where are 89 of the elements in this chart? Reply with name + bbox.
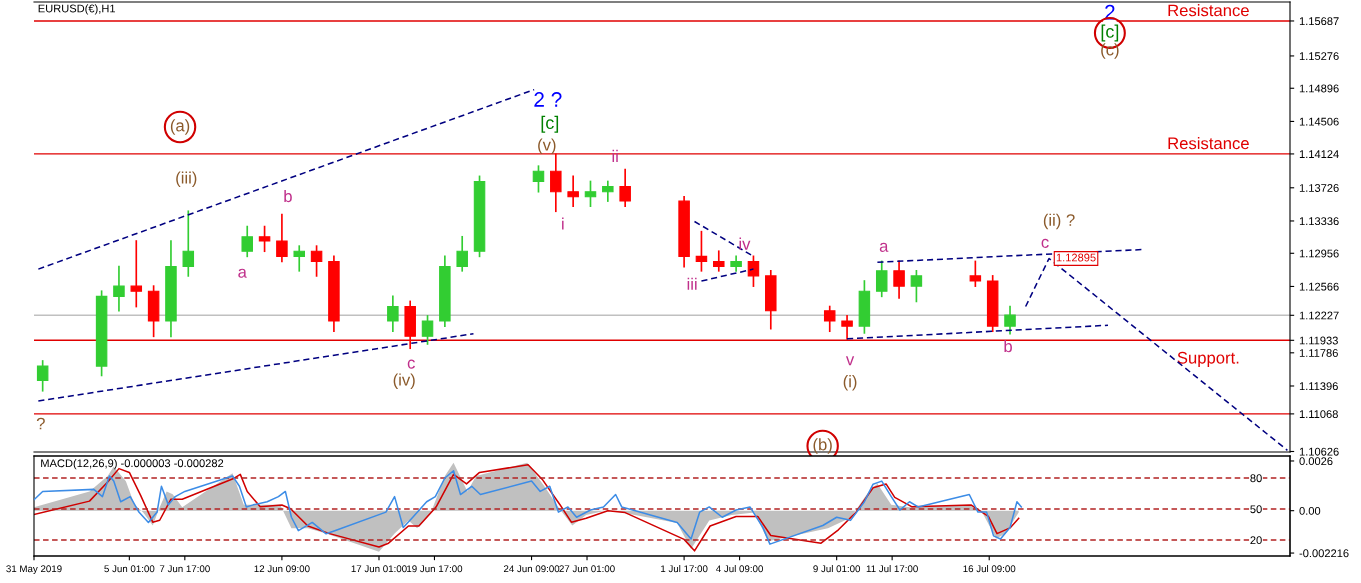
candlestick [875,260,888,298]
y-tick-label: 1.15276 [1299,52,1339,61]
candlestick [567,175,579,207]
x-tick-label: 19 Jun 17:00 [407,565,463,573]
annotation: b [1004,339,1012,353]
annotation: v [845,356,855,366]
x-tick-label: 12 Jun 09:00 [254,565,310,573]
y-tick-label: 1.14506 [1299,117,1339,126]
candlestick [823,305,836,333]
y-tick-label: 1.11786 [1299,349,1338,357]
candlestick [293,245,305,272]
annotation: (i) [843,375,857,391]
candlestick [695,230,708,272]
annotation: (iv) [393,373,415,389]
x-tick-label: 9 Jul 01:00 [813,565,861,573]
candlestick [310,245,323,277]
y-tick-label: 1.12956 [1299,249,1339,258]
x-tick-label: 5 Jun 01:00 [104,565,155,573]
y-tick-label: 1.12227 [1299,311,1339,320]
annotation: a [879,242,889,252]
x-tick-label: 1 Jul 17:00 [661,565,708,573]
annotation: iv [739,237,751,250]
y-tick-label: 1.10626 [1299,447,1339,456]
y-tick-label: 1.13336 [1299,217,1339,226]
annotation: iii [687,277,697,290]
annotation: (b) [813,438,832,454]
y-tick-label: 1.11933 [1299,336,1338,345]
annotation: 1.12895 [1056,253,1096,262]
candlestick [584,180,597,207]
ref-line-label: Resistance [1168,137,1249,150]
annotation: b [284,189,292,203]
annotation: MACD(12,26,9) -0.000003 -0.000282 [41,459,224,470]
y-tick-label: 1.14896 [1299,84,1339,93]
candlestick [602,180,614,202]
y-tick-label: 1.11396 [1299,382,1338,391]
annotation: c [407,359,415,369]
candlestick [747,255,760,287]
x-tick-label: 4 Jul 09:00 [716,565,763,573]
candlestick [456,235,468,272]
x-tick-label: 17 Jun 01:00 [351,565,407,573]
candlestick [713,250,725,272]
annotation: a [238,268,247,278]
y2-tick-label: 20 [1250,536,1262,545]
ref-line-label: Support. [1177,351,1239,367]
candlestick [969,260,982,287]
candlestick [387,295,399,333]
annotation: (iii) [176,171,197,188]
y-tick-label: 1.13726 [1299,184,1339,192]
y-tick-label: 1.15687 [1299,17,1339,26]
candlestick [182,210,195,277]
annotation: [c] [541,115,559,133]
chart-title: EURUSD(€),H1 [38,4,116,15]
y-tick-label: 0.0026 [1299,457,1333,466]
y-tick-label: 0.00 [1299,506,1321,515]
annotation: i [562,217,564,230]
candlestick [130,240,143,308]
x-tick-label: 24 Jun 09:00 [503,565,560,573]
candlestick [258,225,271,253]
annotation: c [1041,238,1049,248]
annotation: (a) [170,119,190,135]
x-tick-label: 7 Jun 17:00 [159,565,210,573]
x-tick-label: 11 Jul 17:00 [866,565,918,573]
candlestick [910,269,923,303]
x-tick-label: 16 Jul 09:00 [963,565,1016,573]
candlestick [1004,305,1016,335]
candlestick [276,213,288,263]
annotation: ? [36,417,45,430]
candlestick [550,153,562,213]
y2-tick-label: 50 [1250,505,1262,514]
annotation: (ii) ? [1043,213,1075,230]
candlestick [241,225,253,258]
y-tick-label: 1.14124 [1299,150,1339,158]
candlestick [841,315,853,340]
annotation: [c] [1101,24,1119,42]
ref-line-label: Resistance [1168,4,1249,17]
x-tick-label: 31 May 2019 [6,565,62,575]
y-tick-label: -0.002216 [1299,549,1349,558]
candlestick [113,265,125,312]
y-tick-label: 1.12566 [1299,282,1339,291]
annotation: (v) [538,138,556,155]
candlestick [421,315,434,345]
annotation: 2 ? [534,92,562,107]
candlestick [36,360,49,392]
candlestick [532,165,545,193]
y-tick-label: 1.11068 [1299,410,1338,419]
y2-tick-label: 80 [1250,474,1262,483]
candlestick [619,168,631,207]
x-tick-label: 27 Jun 01:00 [559,565,615,573]
candlestick [893,260,905,299]
